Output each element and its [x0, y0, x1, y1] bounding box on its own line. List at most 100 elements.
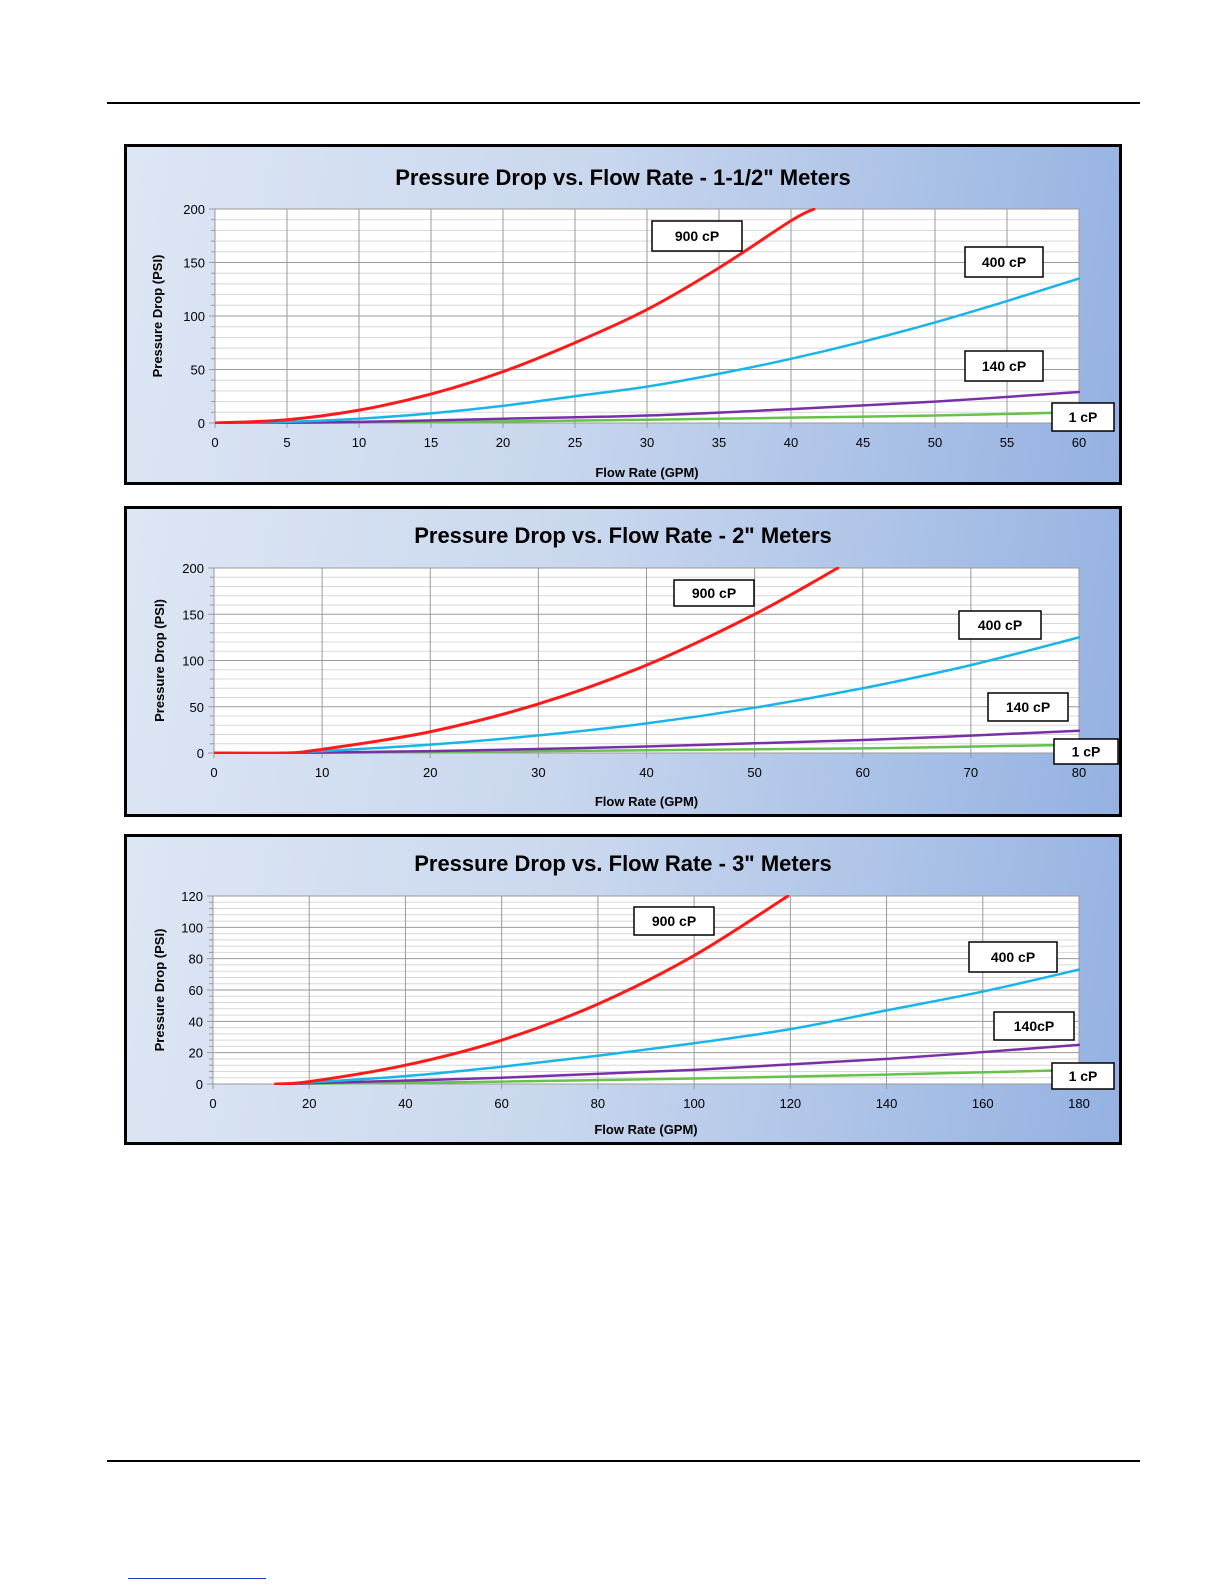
x-tick-label: 40 [784, 435, 798, 450]
y-tick-label: 200 [183, 202, 205, 217]
y-axis-title: Pressure Drop (PSI) [152, 929, 167, 1052]
x-tick-label: 50 [747, 765, 761, 780]
y-tick-label: 120 [181, 889, 203, 904]
plot-border [214, 208, 1080, 424]
series-label-1cp: 1 cP [1053, 738, 1119, 765]
svg-text:900 cP: 900 cP [652, 913, 696, 929]
x-axis-title: Flow Rate (GPM) [595, 794, 698, 809]
chart-svg: Pressure Drop vs. Flow Rate - 1-1/2" Met… [150, 165, 1115, 480]
chart-title: Pressure Drop vs. Flow Rate - 1-1/2" Met… [395, 165, 850, 190]
x-tick-label: 25 [568, 435, 582, 450]
y-tick-label: 100 [183, 309, 205, 324]
chart-title: Pressure Drop vs. Flow Rate - 2" Meters [414, 523, 832, 548]
series-label-140cp: 140 cP [964, 350, 1044, 382]
y-axis-title: Pressure Drop (PSI) [150, 255, 165, 378]
x-tick-label: 50 [928, 435, 942, 450]
svg-text:400 cP: 400 cP [991, 949, 1035, 965]
x-tick-label: 5 [283, 435, 290, 450]
series-label-1cp: 1 cP [1051, 1062, 1115, 1090]
series-label-400cp: 400 cP [958, 610, 1042, 640]
x-tick-label: 0 [211, 435, 218, 450]
x-tick-label: 140 [876, 1096, 898, 1111]
svg-text:1 cP: 1 cP [1072, 744, 1101, 760]
y-tick-label: 0 [198, 416, 205, 431]
series-label-900cp: 900 cP [673, 579, 755, 607]
y-tick-label: 0 [196, 1077, 203, 1092]
x-tick-label: 70 [964, 765, 978, 780]
x-tick-label: 80 [1072, 765, 1086, 780]
svg-text:140 cP: 140 cP [1006, 699, 1050, 715]
series-line-400cp [274, 968, 1080, 1085]
svg-text:140 cP: 140 cP [982, 358, 1026, 374]
svg-text:140cP: 140cP [1014, 1018, 1054, 1034]
series-label-1cp: 1 cP [1051, 402, 1115, 432]
svg-text:400 cP: 400 cP [978, 617, 1022, 633]
x-tick-label: 40 [398, 1096, 412, 1111]
series-label-140cp: 140 cP [987, 692, 1069, 722]
x-tick-label: 45 [856, 435, 870, 450]
series-line-900cp [214, 567, 840, 754]
chart-title: Pressure Drop vs. Flow Rate - 3" Meters [414, 851, 832, 876]
chart-svg: Pressure Drop vs. Flow Rate - 3" Meters 0… [152, 851, 1115, 1137]
y-tick-label: 150 [182, 607, 204, 622]
chart-panel-2-inch: Pressure Drop vs. Flow Rate - 2" Meters 0… [124, 506, 1122, 817]
series-label-400cp: 400 cP [964, 246, 1044, 278]
x-tick-label: 40 [639, 765, 653, 780]
plot-border [212, 895, 1080, 1085]
series-label-140cp: 140cP [993, 1011, 1075, 1041]
svg-text:900 cP: 900 cP [692, 585, 736, 601]
x-tick-label: 15 [424, 435, 438, 450]
y-tick-label: 80 [189, 952, 203, 967]
x-tick-label: 35 [712, 435, 726, 450]
series-line-400cp [215, 277, 1080, 424]
header-rule [107, 102, 1140, 104]
x-tick-label: 0 [210, 765, 217, 780]
plot-border [213, 567, 1080, 754]
series-line-900cp [215, 208, 816, 424]
footer-link-underline[interactable] [128, 1578, 266, 1579]
x-tick-label: 60 [856, 765, 870, 780]
svg-text:900 cP: 900 cP [675, 228, 719, 244]
x-tick-label: 80 [591, 1096, 605, 1111]
y-tick-label: 50 [191, 363, 205, 378]
y-tick-label: 50 [190, 700, 204, 715]
series-label-400cp: 400 cP [968, 941, 1058, 973]
footer-rule [107, 1460, 1140, 1462]
y-tick-label: 40 [189, 1014, 203, 1029]
series-line-140cp [215, 390, 1080, 424]
x-tick-label: 100 [683, 1096, 705, 1111]
chart-panel-1-5-inch: Pressure Drop vs. Flow Rate - 1-1/2" Met… [124, 144, 1122, 485]
x-tick-label: 10 [352, 435, 366, 450]
y-tick-label: 0 [197, 746, 204, 761]
svg-text:400 cP: 400 cP [982, 254, 1026, 270]
x-axis-title: Flow Rate (GPM) [594, 1122, 697, 1137]
x-tick-label: 10 [315, 765, 329, 780]
y-tick-label: 60 [189, 983, 203, 998]
x-tick-label: 60 [1072, 435, 1086, 450]
series-label-900cp: 900 cP [633, 906, 715, 936]
y-tick-label: 150 [183, 256, 205, 271]
x-tick-label: 55 [1000, 435, 1014, 450]
y-tick-label: 100 [181, 920, 203, 935]
x-tick-label: 0 [209, 1096, 216, 1111]
x-tick-label: 180 [1068, 1096, 1090, 1111]
x-tick-label: 60 [494, 1096, 508, 1111]
svg-text:1 cP: 1 cP [1069, 409, 1098, 425]
chart-panel-3-inch: Pressure Drop vs. Flow Rate - 3" Meters 0… [124, 834, 1122, 1145]
x-tick-label: 20 [496, 435, 510, 450]
svg-text:1 cP: 1 cP [1069, 1068, 1098, 1084]
x-tick-label: 120 [779, 1096, 801, 1111]
y-axis-title: Pressure Drop (PSI) [152, 599, 167, 722]
series-label-900cp: 900 cP [651, 220, 743, 252]
series-line-900cp [274, 895, 790, 1085]
x-tick-label: 20 [302, 1096, 316, 1111]
x-tick-label: 20 [423, 765, 437, 780]
y-tick-label: 100 [182, 654, 204, 669]
chart-svg: Pressure Drop vs. Flow Rate - 2" Meters 0… [152, 523, 1119, 809]
x-tick-label: 160 [972, 1096, 994, 1111]
x-axis-title: Flow Rate (GPM) [595, 465, 698, 480]
y-tick-label: 200 [182, 561, 204, 576]
x-tick-label: 30 [640, 435, 654, 450]
y-tick-label: 20 [189, 1046, 203, 1061]
x-tick-label: 30 [531, 765, 545, 780]
